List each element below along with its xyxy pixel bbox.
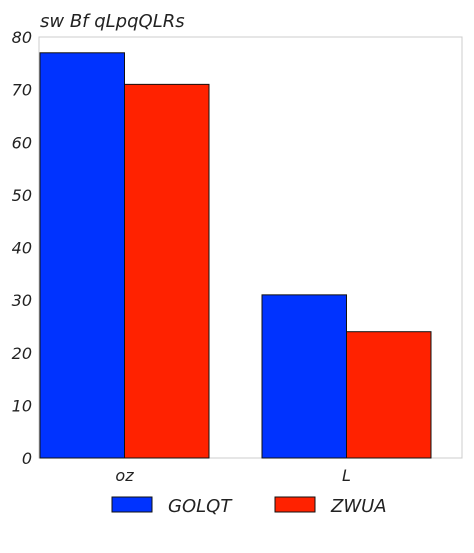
x-tick-label: oz [115, 466, 134, 485]
x-tick-label: L [342, 466, 351, 485]
legend-label-zwua: ZWUA [330, 496, 387, 517]
y-tick-label: 50 [12, 186, 32, 205]
bar-zwua-oz [125, 84, 210, 458]
y-tick-label: 70 [12, 81, 32, 100]
y-tick-label: 40 [12, 239, 32, 258]
y-tick-label: 20 [12, 344, 32, 363]
chart-title: sw Bf qLpqQLRs [40, 11, 185, 32]
legend: GOLQT ZWUA [112, 496, 387, 517]
y-tick-label: 80 [12, 28, 32, 47]
y-axis: 0 10 20 30 40 50 60 70 80 [12, 28, 32, 468]
y-tick-label: 60 [12, 133, 32, 152]
y-tick-label: 10 [12, 396, 32, 415]
bars [40, 53, 431, 458]
legend-swatch-golqt [112, 497, 152, 512]
x-axis: oz L [115, 466, 351, 485]
bar-zwua-l [347, 332, 432, 458]
legend-label-golqt: GOLQT [168, 496, 233, 517]
legend-swatch-zwua [275, 497, 315, 512]
bar-golqt-l [262, 295, 347, 458]
y-tick-label: 30 [12, 291, 32, 310]
y-tick-label: 0 [22, 449, 32, 468]
bar-golqt-oz [40, 53, 125, 458]
